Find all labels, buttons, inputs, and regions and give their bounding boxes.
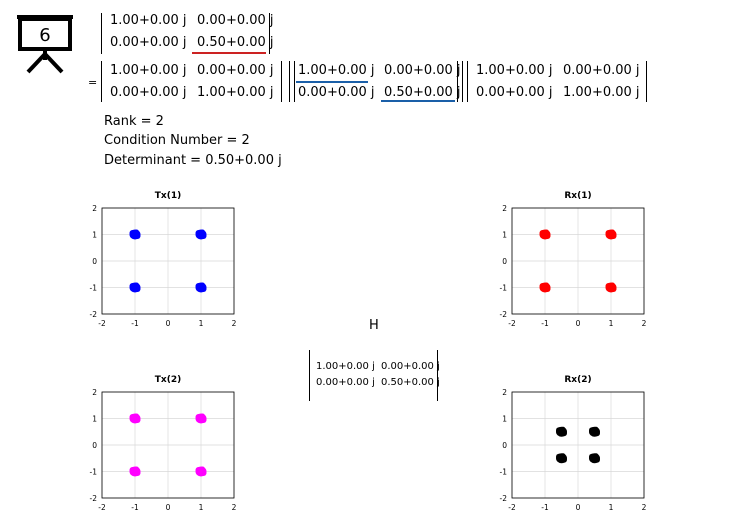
- slide-number: 6: [39, 25, 50, 46]
- top-matrix-cell: 1.00+0.00 j: [110, 13, 187, 28]
- constellation-point: [605, 229, 617, 240]
- x-tick-label: -2: [508, 503, 516, 512]
- constellation-point: [129, 229, 141, 240]
- constellation-point: [605, 282, 617, 293]
- rank-text: Rank = 2: [104, 114, 164, 129]
- determinant-text: Determinant = 0.50+0.00 j: [104, 153, 282, 168]
- condition-number-text: Condition Number = 2: [104, 133, 250, 148]
- channel-matrix-cell: 0.50+0.00 j: [381, 377, 440, 388]
- channel-matrix-cell: 0.00+0.00 j: [381, 361, 440, 372]
- y-tick-label: 2: [92, 388, 97, 397]
- y-tick-label: 0: [92, 257, 97, 266]
- y-tick-label: 0: [502, 441, 507, 450]
- constellation-point: [195, 413, 207, 424]
- plot-frame: [511, 207, 645, 315]
- y-tick-label: -2: [500, 494, 508, 503]
- channel-matrix-cell: 0.00+0.00 j: [316, 377, 375, 388]
- y-tick-label: 2: [92, 204, 97, 213]
- constellation-point: [556, 453, 567, 464]
- x-tick-label: -1: [541, 503, 549, 512]
- u-matrix-cell: 1.00+0.00 j: [197, 85, 274, 100]
- u-matrix-cell: 1.00+0.00 j: [110, 63, 187, 78]
- x-tick-label: 2: [232, 319, 237, 328]
- tx2-constellation-plot: Tx(2) -2 -1 0 1 2 -2 -1 0 1 2: [90, 375, 237, 512]
- constellation-point: [129, 282, 141, 293]
- v-matrix-cell: 0.00+0.00 j: [563, 63, 640, 78]
- v-matrix-cell: 1.00+0.00 j: [563, 85, 640, 100]
- constellation-point: [589, 426, 600, 437]
- x-tick-label: 0: [576, 319, 581, 328]
- y-tick-label: -2: [500, 310, 508, 319]
- plot-title: Tx(2): [155, 375, 181, 385]
- plot-frame: [101, 207, 235, 315]
- y-tick-label: 2: [502, 388, 507, 397]
- y-tick-label: 1: [92, 231, 97, 240]
- u-matrix-cell: 0.00+0.00 j: [197, 63, 274, 78]
- v-matrix-cell: 1.00+0.00 j: [476, 63, 553, 78]
- equals-sign: =: [88, 76, 98, 89]
- x-tick-label: 2: [642, 319, 647, 328]
- plot-title: Tx(1): [155, 191, 181, 201]
- x-tick-label: -2: [98, 319, 106, 328]
- y-tick-label: 1: [92, 415, 97, 424]
- x-tick-label: 2: [232, 503, 237, 512]
- constellation-point: [195, 282, 207, 293]
- u-matrix-cell: 0.00+0.00 j: [110, 85, 187, 100]
- y-tick-label: 0: [502, 257, 507, 266]
- v-matrix-cell: 0.00+0.00 j: [476, 85, 553, 100]
- plot-frame: [511, 391, 645, 499]
- x-tick-label: 1: [609, 319, 614, 328]
- constellation-point: [589, 453, 600, 464]
- y-tick-label: -1: [90, 284, 98, 293]
- x-tick-label: -1: [131, 503, 139, 512]
- y-tick-label: -2: [90, 494, 98, 503]
- presentation-board-icon: 6: [17, 15, 73, 74]
- plot-frame: [101, 391, 235, 499]
- singular-value-underline: [381, 100, 455, 102]
- x-tick-label: -1: [131, 319, 139, 328]
- y-tick-label: 1: [502, 415, 507, 424]
- x-tick-label: 1: [609, 503, 614, 512]
- x-tick-label: 1: [199, 503, 204, 512]
- x-tick-label: 0: [166, 503, 171, 512]
- constellation-point: [195, 466, 207, 477]
- s-matrix-cell: 0.50+0.00 j: [384, 85, 461, 100]
- top-matrix-cell: 0.00+0.00 j: [197, 13, 274, 28]
- constellation-point: [556, 426, 567, 437]
- s-matrix-cell: 1.00+0.00 j: [298, 63, 375, 78]
- constellation-point: [539, 282, 551, 293]
- x-tick-label: 1: [199, 319, 204, 328]
- x-tick-label: -2: [508, 319, 516, 328]
- y-tick-label: 2: [502, 204, 507, 213]
- s-matrix-cell: 0.00+0.00 j: [384, 63, 461, 78]
- x-tick-label: -1: [541, 319, 549, 328]
- plot-title: Rx(1): [564, 191, 591, 201]
- tx1-constellation-plot: Tx(1) -2 -1 0 1 2 -2 -1 0 1 2: [90, 191, 237, 328]
- y-tick-label: 0: [92, 441, 97, 450]
- slide-number-badge[interactable]: 6: [14, 12, 76, 74]
- singular-value-underline: [296, 81, 368, 83]
- x-tick-label: 0: [576, 503, 581, 512]
- y-tick-label: -1: [90, 468, 98, 477]
- constellation-point: [129, 413, 141, 424]
- s-matrix-cell: 0.00+0.00 j: [298, 85, 375, 100]
- top-matrix-cell: 0.50+0.00 j: [197, 35, 274, 50]
- constellation-point: [195, 229, 207, 240]
- constellation-point: [539, 229, 551, 240]
- singular-value-underline: [192, 52, 266, 54]
- channel-matrix-cell: 1.00+0.00 j: [316, 361, 375, 372]
- rx2-constellation-plot: Rx(2) -2 -1 0 1 2 -2 -1 0 1 2: [500, 375, 647, 512]
- constellation-point: [129, 466, 141, 477]
- top-matrix-cell: 0.00+0.00 j: [110, 35, 187, 50]
- y-tick-label: -1: [500, 468, 508, 477]
- y-tick-label: -2: [90, 310, 98, 319]
- rx1-constellation-plot: Rx(1) -2 -1 0 1 2 -2 -1 0 1 2: [500, 191, 647, 328]
- plot-title: Rx(2): [564, 375, 591, 385]
- y-tick-label: -1: [500, 284, 508, 293]
- x-tick-label: 2: [642, 503, 647, 512]
- channel-label: H: [369, 318, 379, 333]
- y-tick-label: 1: [502, 231, 507, 240]
- x-tick-label: 0: [166, 319, 171, 328]
- x-tick-label: -2: [98, 503, 106, 512]
